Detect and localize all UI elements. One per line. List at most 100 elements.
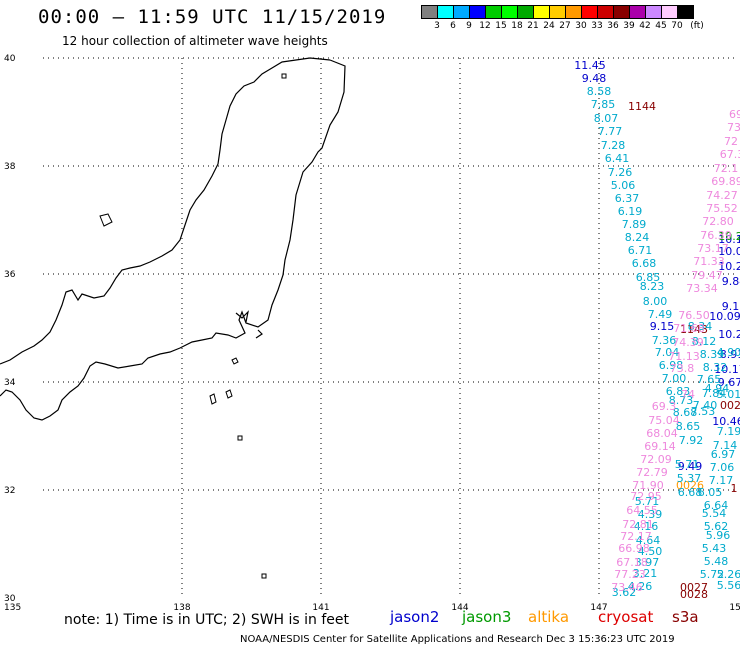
satellite-legend-cryosat: cryosat <box>598 608 654 626</box>
track-label-jason2: 10.17 <box>714 363 740 376</box>
lon-label: 144 <box>451 603 468 613</box>
track-label-cyan_track: 3.21 <box>633 567 658 580</box>
track-label-cyan_track: 4.50 <box>638 545 663 558</box>
track-label-cyan_track: 7.40 <box>693 399 718 412</box>
track-label-cyan_track: 6.41 <box>605 152 630 165</box>
track-label-cyan_track: 8.24 <box>625 231 650 244</box>
track-label-pink_track: 68.04 <box>646 427 678 440</box>
track-label-cyan_track: 7.06 <box>710 461 735 474</box>
track-label-pink_track: 73 <box>727 121 740 134</box>
color-legend: 3 6 9 12 15 18 21 24 27 30 33 36 39 42 45 70 (ft) <box>421 5 704 33</box>
track-label-cyan_track: 7.85 <box>591 98 616 111</box>
track-label-cyan_track: 6.05 <box>698 486 723 499</box>
track-label-s3a: 0026 <box>720 399 740 412</box>
track-label-pink_track: 67.3 <box>720 148 740 161</box>
track-label-cyan_track: 5.72 <box>700 568 725 581</box>
track-label-pink_track: 76.50 <box>678 309 710 322</box>
track-label-pink_track: 76.39 <box>700 229 732 242</box>
track-label-cyan_track: 4.26 <box>628 580 653 593</box>
map-grid <box>43 57 738 598</box>
track-label-jason2: 9.15 <box>650 320 675 333</box>
track-label-cyan_track: 7.49 <box>648 308 673 321</box>
track-label-pink_track: 72.81 <box>622 518 654 531</box>
track-label-pink_track: 75.04 <box>648 414 680 427</box>
track-label-jason2: 8.91 <box>720 348 740 361</box>
track-label-cyan_track: 5.71 <box>675 458 700 471</box>
legend-label: 15 <box>495 21 507 31</box>
track-label-cyan_track: 5.48 <box>704 555 729 568</box>
track-label-pink_track: 71.68 <box>673 322 705 335</box>
track-label-pink_track: 69.89 <box>711 175 740 188</box>
track-label-pink_track: 72.79 <box>636 466 668 479</box>
legend-label: 39 <box>623 21 635 31</box>
track-label-pink_track: 73.8 <box>670 362 695 375</box>
track-label-cyan_track: 4.94 <box>705 382 730 395</box>
track-label-cyan_track: 5.26 <box>717 568 740 581</box>
track-label-jason2: 9.16 <box>722 300 740 313</box>
track-label-jason3: 10.25 <box>718 230 740 243</box>
lon-label: 141 <box>312 603 329 613</box>
lat-label: 38 <box>4 162 16 172</box>
track-label-cyan_track: 5.62 <box>704 520 729 533</box>
track-label-cyan_track: 5.71 <box>635 495 660 508</box>
map-title: 00:00 – 11:59 UTC 11/15/2019 <box>38 6 387 28</box>
legend-label: 45 <box>655 21 667 31</box>
track-label-jason2: 9.49 <box>678 460 703 473</box>
track-label-cyan_track: 6.97 <box>711 448 736 461</box>
track-label-pink_track: 71.90 <box>632 479 664 492</box>
track-label-pink_track: 74.27 <box>706 189 738 202</box>
track-label-jason2: 10.07 <box>718 245 740 258</box>
legend-label: (ft) <box>690 21 704 31</box>
lon-label: 135 <box>4 603 21 613</box>
credit-line: NOAA/NESDIS Center for Satellite Applica… <box>240 634 675 645</box>
track-label-cyan_track: 7.65 <box>697 373 722 386</box>
track-label-pink_track: 73.17 <box>697 242 729 255</box>
legend-label: 33 <box>591 21 603 31</box>
track-label-s3a: 1144 <box>628 100 656 113</box>
track-label-cyan_track: 8.68 <box>673 406 698 419</box>
track-label-jason2: 11.45 <box>574 59 606 72</box>
island-small-2 <box>225 389 233 399</box>
track-label-cyan_track: 6.83 <box>666 385 691 398</box>
track-label-cyan_track: 7.17 <box>709 474 734 487</box>
lat-label: 34 <box>4 378 16 388</box>
track-label-pink_track: 74.39 <box>672 336 704 349</box>
track-label-cyan_track: 7.92 <box>679 434 704 447</box>
track-label-pink_track: 69.14 <box>644 440 676 453</box>
lon-label: 150 <box>729 603 740 613</box>
track-label-cyan_track: 4.64 <box>636 534 661 547</box>
footnote: note: 1) Time is in UTC; 2) SWH is in fe… <box>64 612 350 628</box>
track-label-cyan_track: 6.68 <box>678 486 703 499</box>
track-label-cyan_track: 5.06 <box>611 179 636 192</box>
track-label-cyan_track: 8.65 <box>676 420 701 433</box>
track-label-cyan_track: 5.54 <box>702 507 727 520</box>
track-label-altika: 0026 <box>676 479 704 492</box>
island-small-6 <box>99 213 113 227</box>
track-label-cyan_track: 6.85 <box>636 271 661 284</box>
track-label-pink_track: 79.47 <box>691 269 723 282</box>
track-label-cyan_track: 7.89 <box>622 218 647 231</box>
legend-label: 3 <box>434 21 440 31</box>
island-small-3 <box>261 573 267 579</box>
track-label-cyan_track: 8.39 <box>700 348 725 361</box>
track-label-cyan_track: 7.53 <box>691 405 716 418</box>
track-label-pink_track: 74 <box>681 388 695 401</box>
legend-label: 24 <box>543 21 555 31</box>
track-label-pink_track: 67.18 <box>616 556 648 569</box>
island-small-4 <box>281 73 287 79</box>
track-label-pink_track: 71.33 <box>693 255 725 268</box>
map-subtitle: 12 hour collection of altimeter wave hei… <box>62 34 328 48</box>
track-label-cyan_track: 4.39 <box>638 508 663 521</box>
track-label-jason2: 10.46 <box>712 415 740 428</box>
legend-label: 30 <box>575 21 587 31</box>
track-label-cyan_track: 8.58 <box>587 85 612 98</box>
track-label-jason2: 9.48 <box>582 72 607 85</box>
legend-label: 42 <box>639 21 651 31</box>
satellite-legend-s3a: s3a <box>672 608 699 626</box>
lat-label: 32 <box>4 486 15 496</box>
legend-label: 70 <box>671 21 683 31</box>
track-label-cyan_track: 6.64 <box>704 499 729 512</box>
track-label-cyan_track: 8.12 <box>692 335 717 348</box>
